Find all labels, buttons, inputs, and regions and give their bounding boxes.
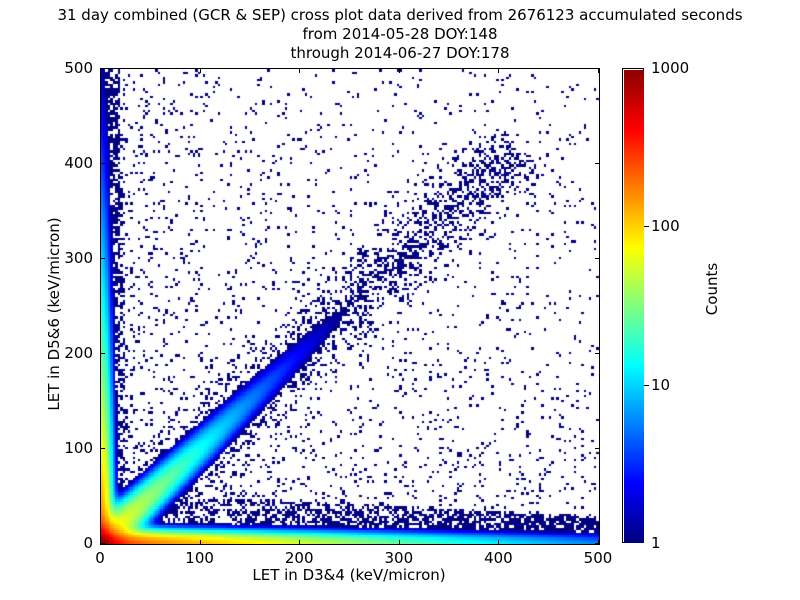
x-tick-label: 300 bbox=[384, 549, 414, 567]
colorbar-tick-mark bbox=[644, 385, 649, 386]
x-tick-mark-top bbox=[598, 69, 599, 73]
x-tick-mark bbox=[200, 540, 201, 544]
y-tick-mark bbox=[101, 163, 105, 164]
colorbar: 1 10 100 1000 bbox=[622, 59, 689, 552]
colorbar-label: Counts bbox=[703, 262, 721, 316]
y-tick-label: 100 bbox=[64, 439, 93, 457]
x-tick-label: 200 bbox=[284, 549, 314, 567]
colorbar-gradient bbox=[622, 68, 644, 543]
colorbar-tick-label: 1 bbox=[651, 534, 661, 552]
x-tick-mark bbox=[598, 540, 599, 544]
y-tick-label: 400 bbox=[64, 154, 93, 172]
x-tick-mark bbox=[498, 540, 499, 544]
y-tick-label: 300 bbox=[64, 249, 93, 267]
y-tick-mark-right bbox=[595, 353, 599, 354]
y-axis-label: LET in D5&6 (keV/micron) bbox=[45, 217, 63, 411]
figure-title: 31 day combined (GCR & SEP) cross plot d… bbox=[0, 6, 800, 63]
y-tick-mark-right bbox=[595, 258, 599, 259]
x-tick-label: 400 bbox=[484, 549, 513, 567]
colorbar-tick-label: 1000 bbox=[651, 59, 690, 77]
x-tick-mark bbox=[299, 540, 300, 544]
y-tick-mark bbox=[101, 353, 105, 354]
y-tick-mark bbox=[101, 68, 105, 69]
y-tick-mark bbox=[101, 258, 105, 259]
x-tick-mark-top bbox=[399, 69, 400, 73]
x-tick-label: 100 bbox=[185, 549, 214, 567]
y-tick-mark bbox=[101, 543, 105, 544]
y-tick-label: 500 bbox=[64, 59, 93, 77]
y-tick-mark-right bbox=[595, 543, 599, 544]
x-tick-label: 500 bbox=[583, 549, 613, 567]
x-axis-label: LET in D3&4 (keV/micron) bbox=[252, 566, 446, 584]
y-tick-label: 0 bbox=[83, 534, 93, 552]
colorbar-tick-label: 100 bbox=[651, 217, 680, 236]
colorbar-tick-mark bbox=[644, 226, 649, 227]
x-tick-label: 0 bbox=[95, 549, 105, 567]
x-tick-mark-top bbox=[299, 69, 300, 73]
title-line-2: from 2014-05-28 DOY:148 bbox=[302, 25, 498, 43]
colorbar-ramp bbox=[624, 70, 644, 543]
density-scatter-plot bbox=[101, 69, 599, 544]
x-tick-mark bbox=[100, 540, 101, 544]
title-line-3: through 2014-06-27 DOY:178 bbox=[290, 44, 510, 62]
plot-area bbox=[100, 68, 600, 545]
y-tick-label: 200 bbox=[64, 344, 93, 362]
y-tick-mark-right bbox=[595, 448, 599, 449]
x-tick-mark-top bbox=[100, 69, 101, 73]
x-tick-mark-top bbox=[200, 69, 201, 73]
x-tick-mark bbox=[399, 540, 400, 544]
y-tick-mark-right bbox=[595, 163, 599, 164]
y-tick-mark-right bbox=[595, 68, 599, 69]
y-tick-mark bbox=[101, 448, 105, 449]
x-tick-mark-top bbox=[498, 69, 499, 73]
colorbar-tick-label: 10 bbox=[651, 375, 671, 394]
title-line-1: 31 day combined (GCR & SEP) cross plot d… bbox=[57, 6, 743, 24]
